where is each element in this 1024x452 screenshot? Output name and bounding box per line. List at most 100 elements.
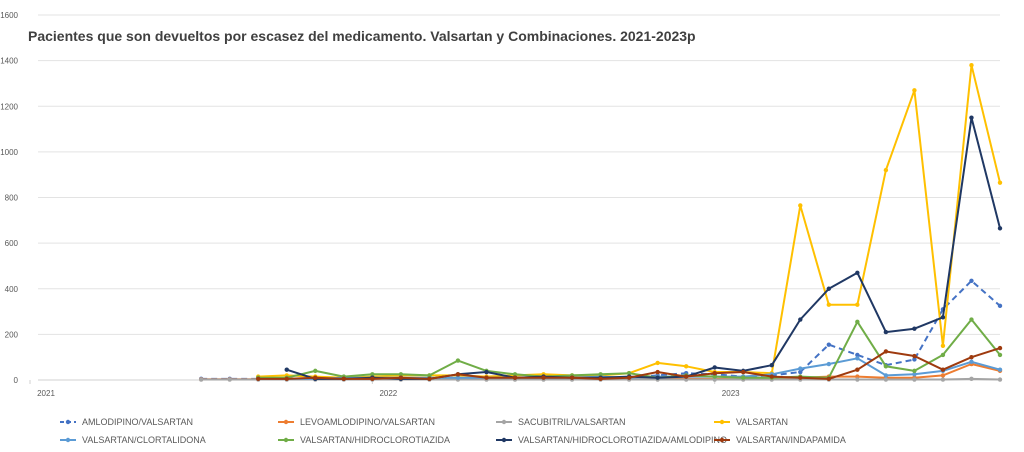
data-point bbox=[826, 342, 832, 347]
legend-label: VALSARTAN/HIDROCLOROTIAZIDA/AMLODIPINO bbox=[518, 435, 727, 445]
data-point bbox=[455, 375, 461, 380]
series-valsartan-hidroclorotiazida-amlodipino bbox=[284, 115, 1003, 382]
legend-label: LEVOAMLODIPINO/VALSARTAN bbox=[300, 417, 435, 427]
legend-item: VALSARTAN/INDAPAMIDA bbox=[714, 435, 846, 445]
data-point bbox=[398, 372, 404, 377]
data-point bbox=[826, 361, 832, 367]
legend-marker bbox=[501, 437, 507, 443]
data-point bbox=[826, 376, 832, 382]
legend-label: SACUBITRIL/VALSARTAN bbox=[518, 417, 626, 427]
data-point bbox=[769, 362, 774, 368]
data-point bbox=[969, 62, 974, 68]
legend: AMLODIPINO/VALSARTAN LEVOAMLODIPINO/VALSA… bbox=[60, 417, 846, 445]
data-point bbox=[855, 302, 860, 307]
legend-label: VALSARTAN bbox=[736, 417, 788, 427]
data-point bbox=[940, 343, 946, 348]
y-tick-label: 400 bbox=[5, 285, 19, 294]
legend-item: VALSARTAN bbox=[714, 417, 788, 427]
data-point bbox=[798, 369, 803, 375]
series-valsartan-hidroclorotiazida bbox=[256, 317, 1003, 380]
data-point bbox=[826, 302, 832, 307]
data-point bbox=[855, 270, 860, 275]
data-point bbox=[712, 374, 717, 379]
data-point bbox=[855, 367, 860, 372]
data-point bbox=[741, 369, 746, 375]
legend-marker bbox=[501, 419, 507, 425]
data-point bbox=[855, 377, 860, 382]
data-point bbox=[969, 115, 974, 120]
chart-title: Pacientes que son devueltos por escasez … bbox=[28, 28, 696, 44]
legend-marker bbox=[65, 419, 71, 425]
data-point bbox=[912, 326, 917, 331]
y-tick-label: 200 bbox=[5, 330, 19, 339]
data-point bbox=[798, 375, 803, 380]
y-tick-label: 0 bbox=[14, 376, 19, 385]
x-tick-label: 2021 bbox=[37, 389, 55, 398]
series-lines bbox=[198, 62, 1003, 382]
series-valsartan-indapamida bbox=[256, 345, 1003, 382]
data-point bbox=[313, 375, 318, 380]
data-point bbox=[969, 317, 974, 322]
data-point bbox=[798, 317, 803, 322]
series-line bbox=[258, 318, 1001, 379]
data-point bbox=[484, 369, 489, 375]
data-point bbox=[826, 286, 832, 291]
data-point bbox=[284, 376, 289, 382]
legend-item: VALSARTAN/HIDROCLOROTIAZIDA bbox=[278, 435, 450, 445]
legend-label: VALSARTAN/CLORTALIDONA bbox=[82, 435, 206, 445]
data-point bbox=[284, 367, 289, 372]
data-point bbox=[997, 180, 1003, 185]
legend-label: AMLODIPINO/VALSARTAN bbox=[82, 417, 193, 427]
x-tick-label: 2022 bbox=[379, 389, 397, 398]
data-point bbox=[940, 352, 946, 358]
data-point bbox=[455, 358, 461, 363]
data-point bbox=[969, 359, 974, 364]
data-point bbox=[655, 360, 660, 366]
data-point bbox=[798, 203, 803, 208]
series-line bbox=[286, 116, 1001, 380]
legend-marker bbox=[283, 419, 289, 425]
legend-label: VALSARTAN/INDAPAMIDA bbox=[736, 435, 846, 445]
data-point bbox=[512, 372, 518, 377]
data-point bbox=[655, 375, 660, 380]
data-point bbox=[683, 374, 689, 379]
data-point bbox=[883, 377, 889, 382]
series-line bbox=[201, 279, 1001, 380]
legend-marker bbox=[65, 437, 71, 443]
data-point bbox=[370, 372, 375, 377]
data-point bbox=[855, 352, 860, 358]
data-point bbox=[655, 369, 660, 375]
data-point bbox=[512, 375, 518, 380]
data-point bbox=[912, 368, 917, 374]
legend-item: VALSARTAN/HIDROCLOROTIAZIDA/AMLODIPINO bbox=[496, 435, 727, 445]
data-point bbox=[997, 303, 1003, 309]
data-point bbox=[883, 364, 889, 369]
data-point bbox=[598, 376, 603, 382]
data-point bbox=[912, 357, 917, 362]
data-point bbox=[626, 370, 632, 376]
data-point bbox=[313, 368, 318, 374]
data-point bbox=[598, 372, 603, 377]
data-point bbox=[940, 377, 946, 382]
x-tick-label: 2023 bbox=[722, 389, 740, 398]
data-point bbox=[427, 376, 432, 382]
legend-item: LEVOAMLODIPINO/VALSARTAN bbox=[278, 417, 435, 427]
data-point bbox=[997, 367, 1003, 372]
data-point bbox=[626, 375, 632, 380]
data-point bbox=[940, 367, 946, 372]
data-point bbox=[940, 373, 946, 378]
y-tick-label: 1200 bbox=[0, 102, 18, 111]
data-point bbox=[883, 349, 889, 354]
data-point bbox=[427, 373, 432, 378]
data-point bbox=[855, 319, 860, 325]
data-point bbox=[455, 372, 461, 377]
data-point bbox=[997, 345, 1003, 351]
axes: 0 200 400 600 800 1000 1200 1400 1600 2021 2022 202… bbox=[0, 11, 1000, 398]
data-point bbox=[912, 377, 917, 382]
gridlines bbox=[38, 14, 1000, 335]
data-point bbox=[398, 375, 404, 380]
data-point bbox=[741, 375, 746, 380]
data-point bbox=[569, 375, 575, 380]
legend-label: VALSARTAN/HIDROCLOROTIAZIDA bbox=[300, 435, 450, 445]
data-point bbox=[997, 226, 1003, 231]
